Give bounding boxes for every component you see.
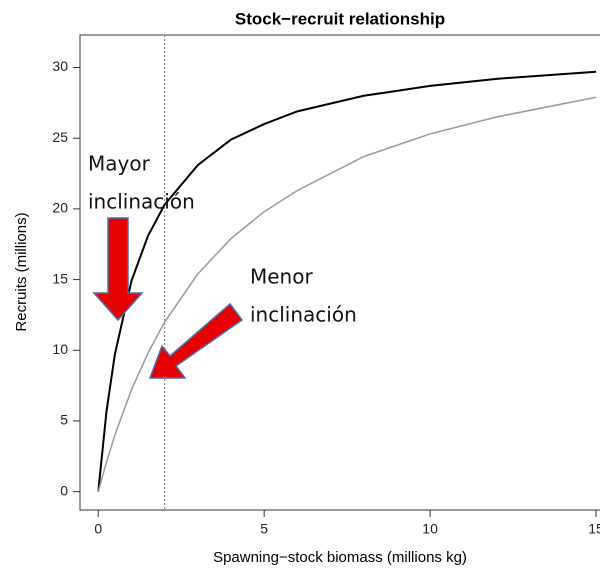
plot-area <box>97 35 597 510</box>
arrow <box>92 217 144 322</box>
annotation: Mayor <box>88 152 151 176</box>
annotation: inclinación <box>88 190 195 214</box>
y-tick-label: 25 <box>52 129 68 145</box>
plot-frame <box>79 34 600 511</box>
chart-title: Stock−recruit relationship <box>235 9 445 28</box>
arrow <box>148 302 244 379</box>
x-tick-label: 5 <box>260 521 268 537</box>
y-tick-label: 10 <box>52 341 68 357</box>
y-tick-label: 0 <box>60 482 68 498</box>
x-tick-label: 15 <box>588 521 600 537</box>
series-line <box>97 70 597 492</box>
y-axis-label: Recruits (millions) <box>13 212 30 331</box>
x-tick-label: 10 <box>422 521 438 537</box>
series-line <box>97 96 597 492</box>
y-tick-label: 20 <box>52 200 68 216</box>
annotations: Mayor inclinación Menor inclinación <box>88 152 357 379</box>
y-tick-label: 15 <box>52 270 68 286</box>
x-axis-label: Spawning−stock biomass (millions kg) <box>213 549 467 566</box>
y-tick-label: 30 <box>52 58 68 74</box>
annotation: inclinación <box>250 303 357 327</box>
y-tick-label: 5 <box>60 412 68 428</box>
annotation: Menor <box>250 265 313 289</box>
x-tick-label: 0 <box>94 521 102 537</box>
